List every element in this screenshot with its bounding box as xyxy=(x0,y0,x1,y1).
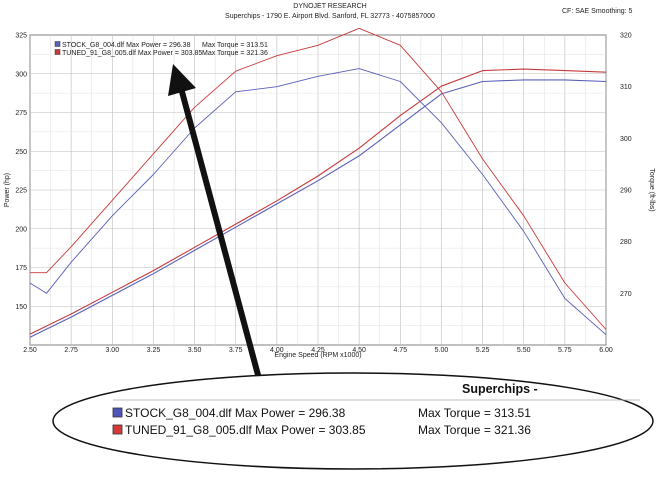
x-tick-label: 4.75 xyxy=(393,347,407,354)
y-tick-label: 200 xyxy=(15,226,27,233)
legend-entry: TUNED_91_G8_005.dlf Max Power = 303.85 xyxy=(62,50,202,57)
legend-swatch xyxy=(55,50,60,55)
y2-tick-label: 300 xyxy=(620,136,632,143)
x-tick-label: 5.75 xyxy=(558,347,572,354)
callout-title: Superchips - xyxy=(462,382,538,396)
x-tick-label: 6.00 xyxy=(599,347,613,354)
callout-stock-torque-label: Max Torque = xyxy=(418,406,491,420)
y-tick-label: 225 xyxy=(15,188,27,195)
callout-tuned-file: TUNED_91_G8_005.dlf xyxy=(125,423,252,437)
legend-swatch xyxy=(55,42,60,47)
callout-tuned-torque-label: Max Torque = xyxy=(418,423,491,437)
x-tick-label: 5.00 xyxy=(435,347,449,354)
x-tick-label: 2.50 xyxy=(23,347,37,354)
callout-stock-torque: 313.51 xyxy=(494,406,531,420)
x-tick-label: 3.75 xyxy=(229,347,243,354)
callout-stock-file: STOCK_G8_004.dlf xyxy=(125,406,232,420)
callout-row-stock: STOCK_G8_004.dlf Max Power = 296.38 xyxy=(125,406,345,420)
stock-swatch xyxy=(113,408,122,417)
y-ticks: 150 175 200 225 250 275 300 325 xyxy=(15,33,27,311)
y2-tick-label: 270 xyxy=(620,291,632,298)
y2-ticks: 270 280 290 300 310 320 xyxy=(620,33,632,298)
x-tick-label: 5.25 xyxy=(476,347,490,354)
callout-stock-power-label: Max Power = xyxy=(235,406,305,420)
legend-torque: Max Torque = 321.36 xyxy=(202,50,268,57)
y-tick-label: 150 xyxy=(15,304,27,311)
y2-tick-label: 310 xyxy=(620,84,632,91)
y-axis-label: Power (hp) xyxy=(4,173,11,207)
x-tick-label: 5.50 xyxy=(517,347,531,354)
callout-tuned-torque: 321.36 xyxy=(494,423,531,437)
x-tick-label: 2.75 xyxy=(64,347,78,354)
callout-row-tuned-torque: Max Torque = 321.36 xyxy=(418,423,531,437)
callout-tuned-power-label: Max Power = xyxy=(255,423,325,437)
callout-tuned-power: 303.85 xyxy=(329,423,366,437)
legend-torque: Max Torque = 313.51 xyxy=(202,42,268,49)
y-tick-label: 275 xyxy=(15,110,27,117)
x-axis-label: Engine Speed (RPM x1000) xyxy=(274,352,361,359)
x-tick-label: 3.25 xyxy=(147,347,161,354)
y-tick-label: 325 xyxy=(15,33,27,40)
y-tick-label: 300 xyxy=(15,71,27,78)
callout-row-tuned: TUNED_91_G8_005.dlf Max Power = 303.85 xyxy=(125,423,366,437)
y2-tick-label: 320 xyxy=(620,33,632,40)
x-tick-label: 3.50 xyxy=(188,347,202,354)
chart-legend: STOCK_G8_004.dlf Max Power = 296.38 Max T… xyxy=(55,42,268,58)
y2-tick-label: 290 xyxy=(620,188,632,195)
x-tick-label: 3.00 xyxy=(105,347,119,354)
y2-axis-label: Torque (ft-lbs) xyxy=(648,168,655,211)
callout-ellipse xyxy=(53,373,653,469)
tuned-swatch xyxy=(113,425,122,434)
y-tick-label: 250 xyxy=(15,149,27,156)
callout-stock-power: 296.38 xyxy=(309,406,346,420)
y-tick-label: 175 xyxy=(15,265,27,272)
callout-row-stock-torque: Max Torque = 313.51 xyxy=(418,406,531,420)
legend-entry: STOCK_G8_004.dlf Max Power = 296.38 xyxy=(62,42,191,49)
y2-tick-label: 280 xyxy=(620,239,632,246)
